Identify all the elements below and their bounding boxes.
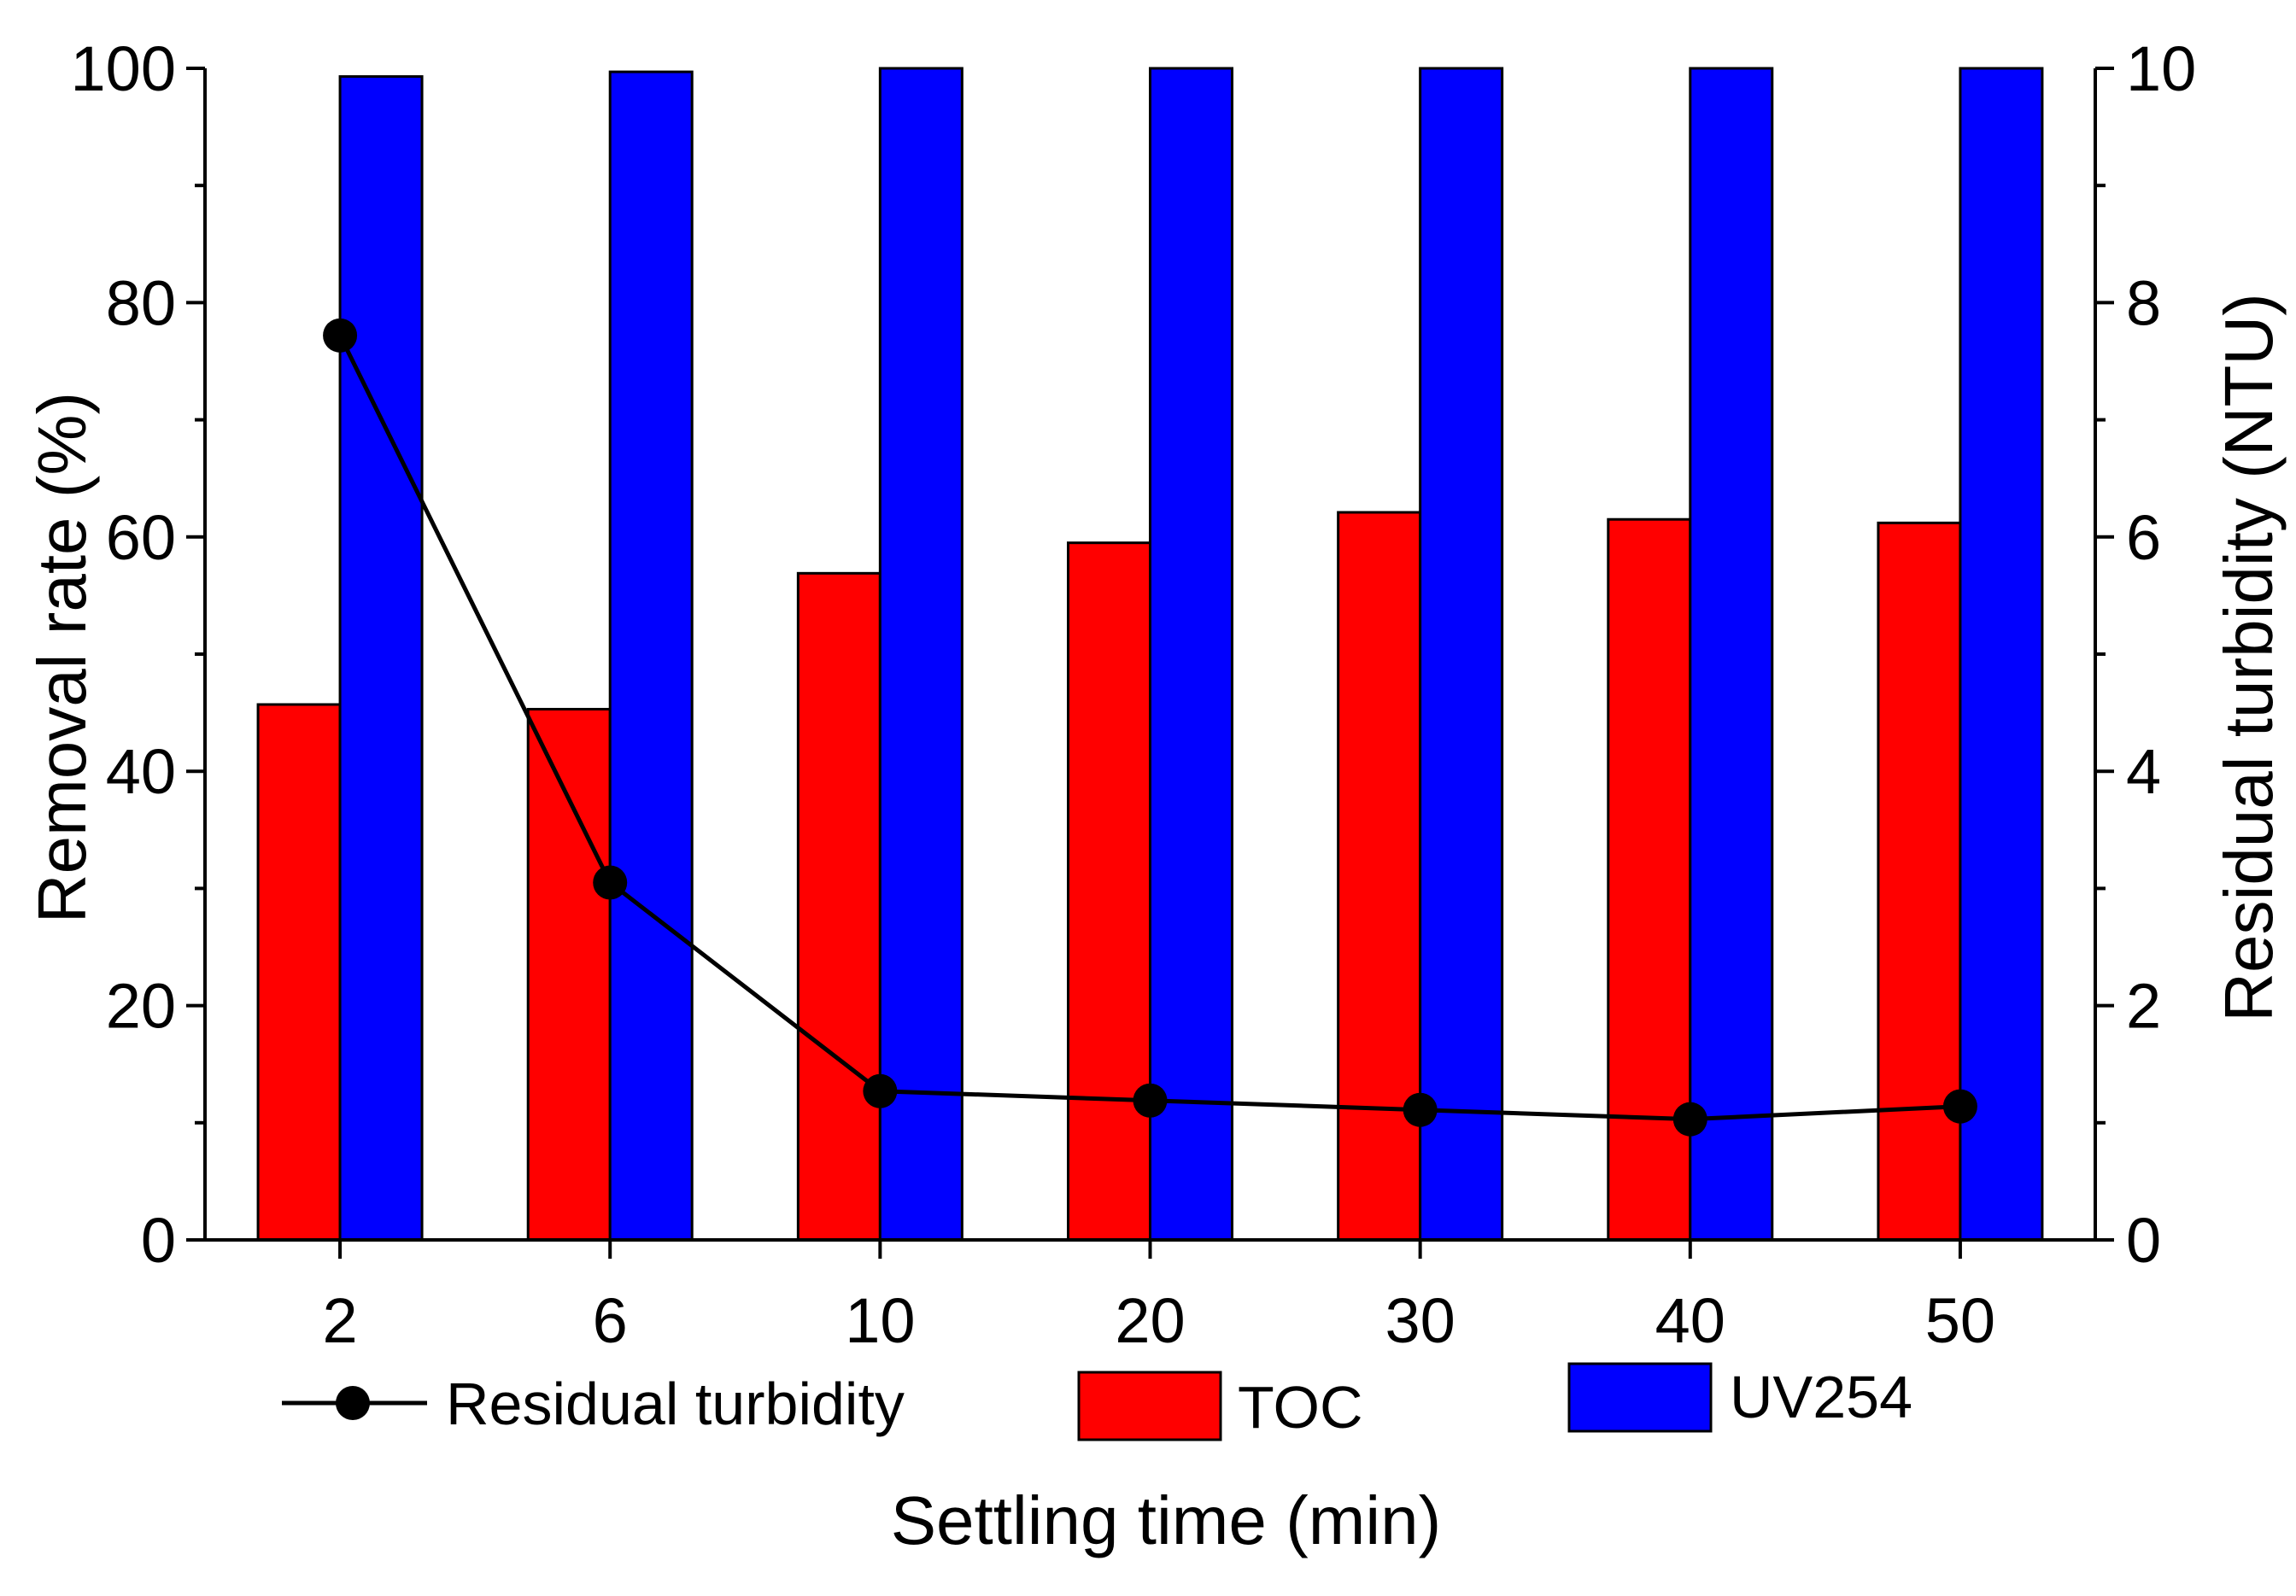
point-residual-turbidity-20 (1133, 1083, 1168, 1118)
bar-uv254-30 (1419, 67, 1504, 1242)
y-tick-label-20: 20 (106, 971, 176, 1042)
point-residual-turbidity-6 (593, 865, 628, 900)
legend-uv254-label: UV254 (1730, 1364, 1912, 1430)
bar-uv254-6 (608, 70, 694, 1242)
y-tick-label-40: 40 (106, 736, 176, 807)
y2-tick-label-2: 2 (2126, 971, 2161, 1042)
bar-uv254-50 (1959, 67, 2044, 1242)
line-layer (323, 318, 1977, 1137)
y2-tick-label-0: 0 (2126, 1205, 2161, 1276)
y2-tick-label-8: 8 (2126, 267, 2161, 338)
bar-toc-50 (1877, 521, 1962, 1242)
bar-toc-40 (1607, 517, 1692, 1242)
x-axis-title: Settling time (min) (891, 1482, 1442, 1558)
x-tick-label-2: 2 (322, 1285, 357, 1356)
x-tick-label-50: 50 (1925, 1285, 1995, 1356)
point-residual-turbidity-10 (863, 1073, 898, 1108)
x-tick-label-30: 30 (1385, 1285, 1455, 1356)
bar-toc-2 (256, 703, 342, 1242)
bar-toc-30 (1337, 511, 1422, 1242)
y2-tick-label-4: 4 (2126, 736, 2161, 807)
point-residual-turbidity-30 (1403, 1092, 1438, 1127)
bar-toc-20 (1067, 541, 1151, 1242)
legend: Residual turbidity TOC UV254 (282, 1362, 1912, 1441)
y-tick-label-80: 80 (106, 267, 176, 338)
point-residual-turbidity-40 (1672, 1102, 1707, 1137)
legend-toc-swatch (1077, 1371, 1222, 1441)
point-residual-turbidity-2 (323, 318, 358, 353)
legend-turbidity-label: Residual turbidity (446, 1371, 905, 1437)
bar-uv254-10 (878, 67, 964, 1242)
y2-tick-label-6: 6 (2126, 502, 2161, 573)
legend-uv254-swatch (1567, 1362, 1713, 1433)
x-tick-label-6: 6 (593, 1285, 628, 1356)
bar-uv254-20 (1149, 67, 1233, 1242)
y-tick-label-0: 0 (141, 1205, 176, 1276)
y-tick-label-100: 100 (71, 33, 176, 104)
x-tick-label-20: 20 (1115, 1285, 1185, 1356)
y-tick-label-60: 60 (106, 502, 176, 573)
bar-uv254-40 (1689, 67, 1774, 1242)
bar-uv254-2 (338, 75, 424, 1242)
y-axis-title: Removal rate (%) (24, 392, 100, 923)
bar-toc-10 (796, 571, 882, 1242)
legend-toc-label: TOC (1238, 1374, 1363, 1441)
axes-layer: 0 20 40 60 80 100 0 2 4 6 8 10 2 6 10 20 30 40 50 (71, 33, 2197, 1356)
bars-layer (256, 67, 2044, 1242)
bar-toc-6 (526, 707, 612, 1242)
y2-tick-label-10: 10 (2126, 33, 2196, 104)
legend-turbidity-marker (336, 1386, 370, 1420)
point-residual-turbidity-50 (1942, 1089, 1977, 1124)
x-tick-label-10: 10 (845, 1285, 915, 1356)
x-tick-label-40: 40 (1655, 1285, 1725, 1356)
y2-axis-title: Residual turbidity (NTU) (2211, 293, 2287, 1022)
